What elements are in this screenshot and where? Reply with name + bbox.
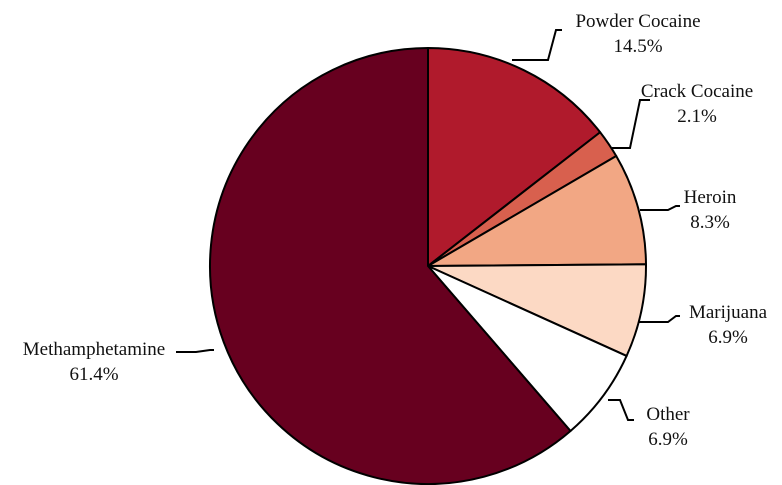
leader-line-powder-cocaine [512,29,562,61]
leader-line-crack-cocaine [612,99,650,149]
slice-label-marijuana: Marijuana [689,302,768,323]
pie-slices [209,47,647,485]
slice-labels: Powder Cocaine 14.5% Crack Cocaine 2.1% Hero… [23,11,768,450]
slice-value-marijuana: 6.9% [708,327,748,348]
leader-line-heroin [640,205,680,211]
pie-slice-powder-cocaine [427,47,602,267]
leader-line-other [608,399,634,421]
slice-label-powder-cocaine: Powder Cocaine [575,11,700,32]
pie-slice-methamphetamine [209,47,572,485]
slice-label-other: Other [646,404,690,425]
slice-label-heroin: Heroin [684,187,737,208]
leader-line-methamphetamine [176,349,214,353]
slice-value-other: 6.9% [648,429,688,450]
leader-lines [176,29,680,421]
slice-value-heroin: 8.3% [690,212,730,233]
slice-label-crack-cocaine: Crack Cocaine [641,81,753,102]
slice-value-methamphetamine: 61.4% [69,364,118,385]
slice-value-powder-cocaine: 14.5% [613,36,662,57]
pie-slice-heroin [427,155,647,267]
leader-line-marijuana [638,315,680,323]
slice-label-methamphetamine: Methamphetamine [23,339,165,360]
slice-value-crack-cocaine: 2.1% [677,106,717,127]
